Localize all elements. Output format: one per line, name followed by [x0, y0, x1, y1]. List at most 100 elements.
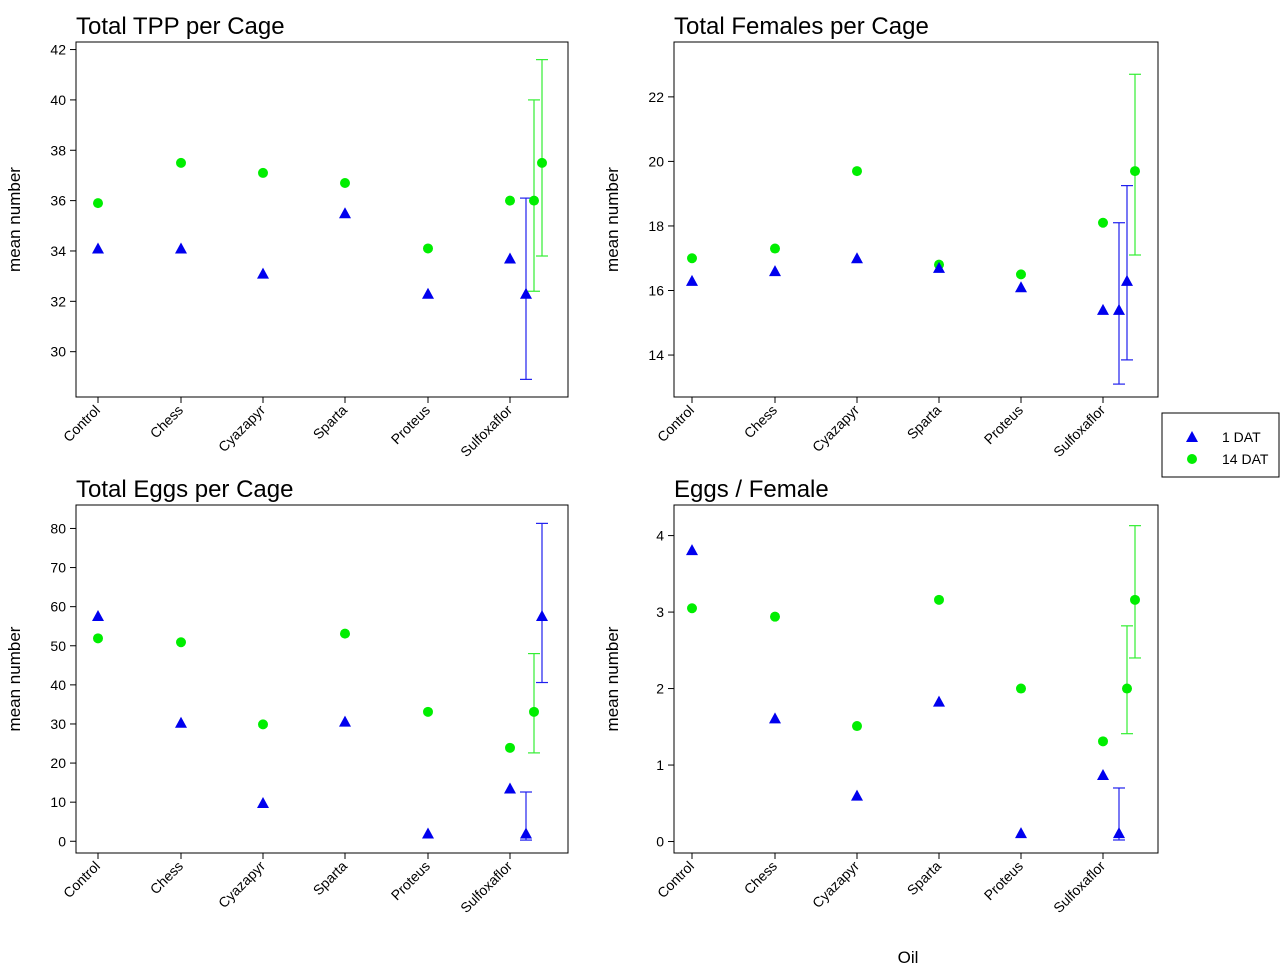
- data-point-1dat: [504, 252, 516, 264]
- chart-panel-2: Total Females per Cage mean number 14 16 18 2…: [603, 13, 1159, 460]
- data-point-1dat: [339, 715, 351, 727]
- data-point-14dat: [176, 157, 186, 168]
- x-tick-label: Sulfoxaflor: [457, 858, 515, 916]
- y-tick-label: 20: [50, 755, 66, 771]
- legend-marker-circle: [1187, 454, 1197, 464]
- x-tick-label: Cyazapyr: [809, 402, 862, 455]
- error-center-point-1dat: [520, 287, 532, 299]
- y-tick-label: 0: [58, 833, 66, 849]
- data-point-14dat: [1016, 269, 1026, 280]
- y-tick-label: 40: [50, 677, 66, 693]
- data-point-1dat: [851, 252, 863, 264]
- x-tick-label: Chess: [147, 402, 186, 441]
- chart-panel-3: Total Eggs per Cage mean number 0 10 20 30 40 5…: [5, 476, 569, 916]
- chart-title: Total Females per Cage: [674, 13, 929, 40]
- y-tick-label: 32: [50, 293, 66, 309]
- legend: 1 DAT 14 DAT: [1161, 412, 1280, 478]
- x-tick-label: Control: [60, 402, 103, 445]
- x-tick-label: Proteus: [388, 402, 433, 447]
- y-tick-label: 38: [50, 142, 66, 158]
- data-point-14dat: [340, 628, 350, 639]
- y-tick-label: 50: [50, 638, 66, 654]
- y-axis-label: mean number: [5, 626, 24, 731]
- data-point-14dat: [423, 706, 433, 717]
- x-tick-label: Chess: [741, 858, 780, 897]
- x-tick-label: Proteus: [388, 858, 433, 903]
- x-tick-label: Sparta: [904, 858, 945, 899]
- x-tick-label: Chess: [147, 858, 186, 897]
- chart-title: Total Eggs per Cage: [76, 476, 293, 503]
- data-point-1dat: [686, 544, 698, 556]
- x-tick-label: Sparta: [310, 402, 351, 443]
- x-tick-label: Control: [654, 402, 697, 445]
- data-point-1dat: [851, 789, 863, 801]
- y-tick-label: 1: [656, 757, 664, 773]
- error-center-point-14dat: [1122, 683, 1132, 694]
- plot-frame: [75, 504, 569, 854]
- data-point-14dat: [1016, 683, 1026, 694]
- y-tick-label: 42: [50, 42, 66, 58]
- legend-label: 14 DAT: [1222, 451, 1269, 467]
- data-point-1dat: [92, 242, 104, 254]
- data-point-14dat: [852, 166, 862, 177]
- data-point-1dat: [175, 242, 187, 254]
- data-point-14dat: [1098, 736, 1108, 747]
- x-tick-label: Sulfoxaflor: [1050, 402, 1108, 460]
- error-center-point-14dat: [537, 157, 547, 168]
- y-axis-label: mean number: [603, 167, 622, 272]
- data-point-1dat: [175, 716, 187, 728]
- data-point-14dat: [1098, 217, 1108, 228]
- plot-frame: [673, 504, 1159, 854]
- data-point-14dat: [505, 742, 515, 753]
- y-tick-label: 40: [50, 92, 66, 108]
- chart-title: Total TPP per Cage: [76, 13, 285, 40]
- data-point-1dat: [933, 261, 945, 273]
- data-point-14dat: [258, 719, 268, 730]
- error-center-point-1dat: [520, 827, 532, 839]
- data-point-14dat: [423, 243, 433, 254]
- data-point-1dat: [1097, 303, 1109, 315]
- data-point-14dat: [176, 637, 186, 648]
- data-point-14dat: [340, 177, 350, 188]
- y-tick-label: 36: [50, 193, 66, 209]
- data-point-14dat: [93, 198, 103, 209]
- x-tick-label: Proteus: [981, 858, 1026, 903]
- data-point-1dat: [1097, 768, 1109, 780]
- data-point-1dat: [92, 610, 104, 622]
- x-tick-label: Cyazapyr: [215, 402, 268, 455]
- legend-box: [1161, 412, 1280, 478]
- y-tick-label: 30: [50, 716, 66, 732]
- x-tick-label: Sulfoxaflor: [457, 402, 515, 460]
- x-tick-label: Cyazapyr: [809, 858, 862, 911]
- y-tick-label: 14: [648, 347, 664, 363]
- chart-panel-4: Eggs / Female mean number 0 1 2 3 4 Control Ches…: [603, 476, 1159, 916]
- error-center-point-14dat: [529, 706, 539, 717]
- x-tick-label: Chess: [741, 402, 780, 441]
- chart-title: Eggs / Female: [674, 476, 829, 503]
- error-center-point-14dat: [1130, 594, 1140, 605]
- x-tick-label: Sparta: [904, 402, 945, 443]
- y-tick-label: 3: [656, 604, 664, 620]
- data-point-14dat: [770, 243, 780, 254]
- legend-marker-triangle: [1186, 431, 1198, 442]
- data-point-14dat: [770, 611, 780, 622]
- data-point-1dat: [1015, 281, 1027, 293]
- x-tick-label: Proteus: [981, 402, 1026, 447]
- x-tick-label: Control: [60, 858, 103, 901]
- data-point-14dat: [852, 721, 862, 732]
- data-point-1dat: [504, 782, 516, 794]
- y-tick-label: 16: [648, 283, 664, 299]
- x-tick-label: Sulfoxaflor: [1050, 858, 1108, 916]
- x-tick-label: Sparta: [310, 858, 351, 899]
- y-tick-label: 0: [656, 834, 664, 850]
- data-point-1dat: [422, 827, 434, 839]
- plot-frame: [75, 41, 569, 398]
- y-tick-label: 80: [50, 520, 66, 536]
- data-point-1dat: [769, 265, 781, 277]
- x-tick-label: Cyazapyr: [215, 858, 268, 911]
- y-tick-label: 2: [656, 681, 664, 697]
- data-point-1dat: [257, 267, 269, 279]
- error-center-point-1dat: [1113, 827, 1125, 839]
- chart-panel-1: Total TPP per Cage mean number 30 32 34 36 38 4…: [5, 13, 569, 460]
